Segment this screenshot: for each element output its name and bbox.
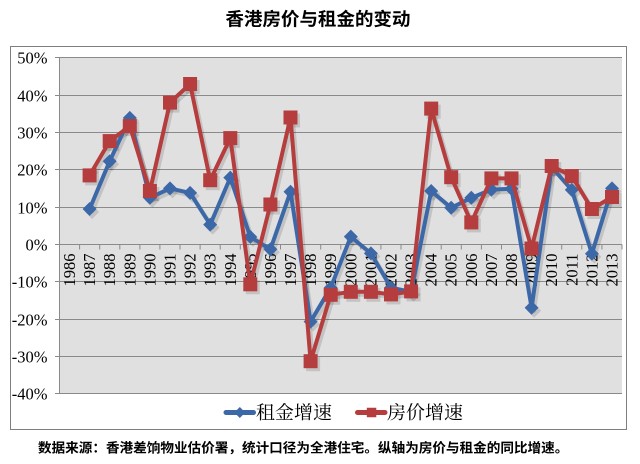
svg-text:2013: 2013 [603, 254, 622, 287]
svg-text:2011: 2011 [562, 254, 581, 286]
svg-text:30%: 30% [17, 123, 48, 142]
svg-text:1996: 1996 [261, 254, 280, 287]
svg-text:1991: 1991 [161, 254, 180, 287]
svg-text:-20%: -20% [12, 310, 48, 329]
svg-text:1988: 1988 [100, 254, 119, 287]
svg-text:2007: 2007 [482, 254, 501, 287]
svg-text:2010: 2010 [542, 254, 561, 287]
svg-text:2004: 2004 [422, 254, 441, 287]
svg-text:40%: 40% [17, 86, 48, 105]
svg-text:1992: 1992 [181, 254, 200, 287]
svg-text:2000: 2000 [341, 254, 360, 287]
svg-text:2005: 2005 [442, 254, 461, 287]
svg-text:2008: 2008 [502, 254, 521, 287]
svg-text:1987: 1987 [80, 254, 99, 287]
svg-text:1989: 1989 [120, 254, 139, 287]
svg-text:-40%: -40% [12, 384, 48, 403]
svg-text:20%: 20% [17, 160, 48, 179]
svg-text:-10%: -10% [12, 272, 48, 291]
svg-text:-30%: -30% [12, 347, 48, 366]
svg-text:1986: 1986 [60, 254, 79, 287]
svg-text:1993: 1993 [201, 254, 220, 287]
svg-text:2006: 2006 [462, 254, 481, 287]
svg-text:1994: 1994 [221, 254, 240, 287]
svg-text:50%: 50% [17, 48, 48, 67]
svg-text:2012: 2012 [582, 254, 601, 287]
svg-text:10%: 10% [17, 198, 48, 217]
svg-text:1990: 1990 [140, 254, 159, 287]
svg-text:0%: 0% [26, 235, 48, 254]
svg-text:1997: 1997 [281, 254, 300, 287]
